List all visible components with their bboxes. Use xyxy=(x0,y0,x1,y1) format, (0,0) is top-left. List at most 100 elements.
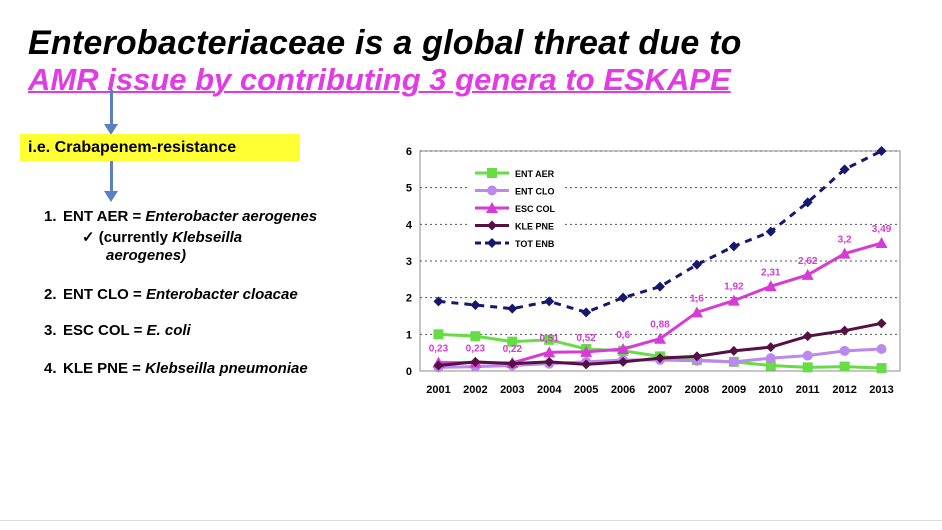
data-point xyxy=(801,268,814,280)
data-point xyxy=(655,281,665,292)
data-label: 2,31 xyxy=(761,267,781,278)
data-label: 3,2 xyxy=(838,235,852,246)
data-point xyxy=(802,331,813,342)
legend-marker xyxy=(486,202,498,213)
data-point xyxy=(876,146,887,156)
data-label: 0,6 xyxy=(616,330,630,341)
legend-marker xyxy=(487,220,497,231)
x-tick-label: 2013 xyxy=(869,384,893,396)
data-point xyxy=(728,241,739,252)
data-point xyxy=(839,325,850,336)
sub-note-line-2: aerogenes) xyxy=(106,247,187,264)
legend-marker xyxy=(487,185,497,196)
legend-marker xyxy=(487,238,497,248)
data-point xyxy=(470,331,481,342)
arrow-1-head xyxy=(104,124,118,135)
data-point xyxy=(544,356,555,367)
data-point xyxy=(875,237,888,249)
list-item: 1. ENT AER = Enterobacter aerogenes xyxy=(44,208,317,225)
x-tick-label: 2006 xyxy=(611,384,635,396)
y-tick-label: 4 xyxy=(406,219,413,231)
sub-note-name-1: Klebseilla xyxy=(172,229,243,246)
list-item: 2. ENT CLO = Enterobacter cloacae xyxy=(44,286,298,303)
list-item-code: ENT AER xyxy=(63,208,129,225)
data-label: 0,52 xyxy=(576,333,596,344)
data-point xyxy=(507,358,518,369)
y-tick-label: 5 xyxy=(406,183,412,195)
data-point xyxy=(581,307,592,318)
list-item: 4. KLE PNE = Klebseilla pneumoniae xyxy=(44,360,308,377)
title-line-1: Enterobacteriaceae is a global threat du… xyxy=(28,24,742,62)
data-label: 1,6 xyxy=(690,293,704,304)
x-tick-label: 2012 xyxy=(832,384,856,396)
x-tick-label: 2002 xyxy=(463,384,487,396)
data-label: 0,88 xyxy=(650,320,670,331)
sub-note-prefix: (currently xyxy=(98,229,173,246)
x-tick-label: 2004 xyxy=(537,384,562,396)
data-label: 2,62 xyxy=(798,256,818,267)
data-point xyxy=(507,303,518,314)
data-point xyxy=(433,296,444,307)
data-point xyxy=(876,318,887,329)
legend-label: KLE PNE xyxy=(515,222,554,232)
data-point xyxy=(765,342,776,353)
x-tick-label: 2008 xyxy=(685,384,709,396)
data-point xyxy=(728,345,739,356)
arrow-2-line xyxy=(110,161,113,193)
legend-label: ENT AER xyxy=(515,169,555,179)
sub-note-line-1: ✓ (currently Klebseilla xyxy=(82,228,242,246)
data-point xyxy=(765,360,776,371)
list-item-eq: = xyxy=(129,322,147,339)
data-point xyxy=(876,363,887,374)
list-item-name: E. coli xyxy=(146,322,191,339)
legend-label: ESC COL xyxy=(515,204,556,214)
highlight-box: i.e. Crabapenem-resistance xyxy=(20,134,300,161)
list-item-eq: = xyxy=(128,208,146,225)
y-tick-label: 0 xyxy=(406,366,412,378)
data-point xyxy=(728,356,739,367)
x-tick-label: 2007 xyxy=(648,384,672,396)
data-label: 0,51 xyxy=(539,333,559,344)
list-item-name: Klebseilla pneumoniae xyxy=(145,360,308,377)
y-tick-label: 6 xyxy=(406,146,412,158)
data-label: 1,92 xyxy=(724,282,744,293)
list-item: 3. ESC COL = E. coli xyxy=(44,322,191,339)
x-tick-label: 2011 xyxy=(796,384,820,396)
data-label: 0,22 xyxy=(503,344,523,355)
arrow-1-line xyxy=(110,90,113,128)
data-point xyxy=(691,259,702,270)
y-tick-label: 2 xyxy=(406,293,412,305)
arrow-2-head xyxy=(104,191,118,202)
data-point xyxy=(544,334,555,345)
data-point xyxy=(876,344,887,354)
data-point xyxy=(839,361,850,372)
data-label: 0,23 xyxy=(466,344,486,355)
legend-marker xyxy=(487,168,497,178)
list-item-code: ENT CLO xyxy=(63,286,129,303)
title-line-2: AMR issue by contributing 3 genera to ES… xyxy=(28,62,731,97)
data-point xyxy=(802,362,813,373)
data-point xyxy=(507,336,518,347)
data-point xyxy=(839,345,850,356)
data-point xyxy=(654,332,666,344)
data-point xyxy=(581,359,592,370)
y-tick-label: 1 xyxy=(406,329,412,341)
list-item-eq: = xyxy=(128,360,146,377)
data-point xyxy=(543,346,556,358)
data-point xyxy=(433,360,444,371)
data-point xyxy=(838,247,851,259)
list-item-name: Enterobacter aerogenes xyxy=(145,208,318,225)
list-item-code: KLE PNE xyxy=(63,360,129,377)
legend-label: TOT ENB xyxy=(515,239,555,249)
data-point xyxy=(691,351,702,362)
list-item-eq: = xyxy=(128,286,146,303)
data-point xyxy=(727,294,740,306)
x-tick-label: 2009 xyxy=(722,384,746,396)
data-label: 0,23 xyxy=(429,344,449,355)
list-item-number: 2. xyxy=(44,286,57,303)
line-chart: 0 1 2 3 4 5 6 2001 2002 2003 2004 2005 2006 2007 2008 2… xyxy=(406,146,901,396)
data-point xyxy=(470,356,481,367)
data-point xyxy=(433,329,444,340)
x-tick-label: 2010 xyxy=(759,384,783,396)
data-point xyxy=(618,292,629,303)
